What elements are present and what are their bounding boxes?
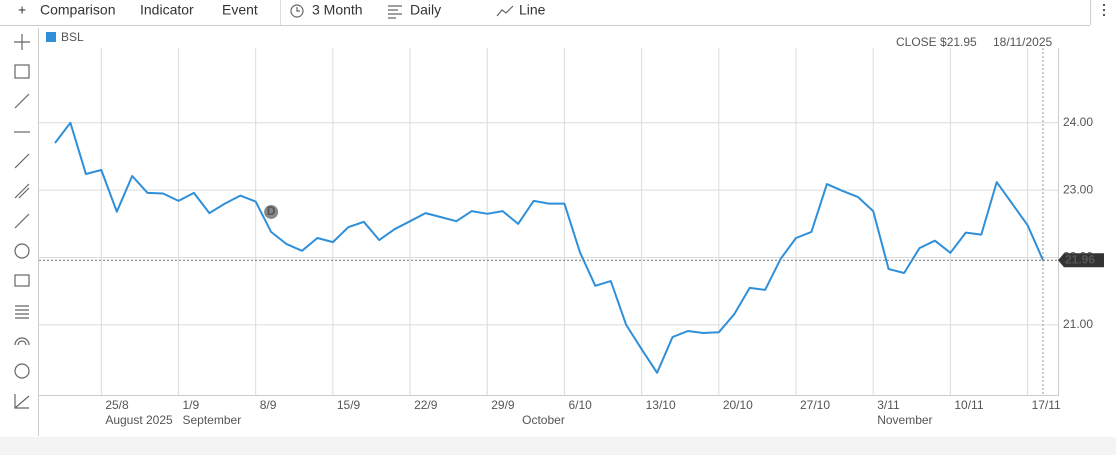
x-period-label: October: [522, 413, 565, 427]
x-tick-label: 20/10: [723, 398, 753, 412]
x-tick-label: 15/9: [337, 398, 361, 412]
x-period-label: November: [877, 413, 932, 427]
x-tick-label: 6/10: [568, 398, 592, 412]
x-tick-label: 17/11: [1032, 398, 1061, 412]
close-label: CLOSE $21.95: [896, 35, 977, 49]
event-marker[interactable]: [264, 204, 279, 219]
style-button[interactable]: Line: [519, 2, 546, 18]
arc-tool[interactable]: [14, 337, 30, 346]
y-tick-label: 21.00: [1063, 317, 1093, 331]
x-tick-label: 1/9: [183, 398, 200, 412]
comparison-button[interactable]: Comparison: [40, 2, 115, 18]
legend-swatch: [46, 32, 56, 42]
interval-icon: [388, 5, 402, 19]
x-tick-label: 8/9: [260, 398, 277, 412]
toolbar: + Comparison Indicator Event 3 Month Dai…: [18, 0, 1105, 25]
line-icon: [496, 5, 514, 17]
x-period-label: August 2025: [105, 413, 173, 427]
fib-tool[interactable]: [15, 305, 29, 319]
x-tick-label: 10/11: [954, 398, 983, 412]
text-tool[interactable]: [14, 64, 30, 79]
circle-tool[interactable]: [14, 243, 30, 259]
x-tick-label: 25/8: [105, 398, 129, 412]
period-button[interactable]: 3 Month: [312, 2, 363, 18]
rect-tool[interactable]: [14, 274, 30, 287]
crosshair-tool[interactable]: [14, 34, 30, 50]
clock-icon: [290, 4, 304, 18]
indicator-button[interactable]: Indicator: [140, 2, 194, 18]
x-period-label: September: [183, 413, 242, 427]
event-button[interactable]: Event: [222, 2, 258, 18]
legend-label[interactable]: BSL: [61, 30, 84, 44]
trendline-tool[interactable]: [14, 93, 30, 109]
gann-tool[interactable]: [14, 394, 30, 409]
channel-tool[interactable]: [14, 183, 30, 199]
x-tick-label: 29/9: [491, 398, 515, 412]
last-price-label: 21.96: [1065, 252, 1095, 266]
x-tick-label: 13/10: [646, 398, 676, 412]
y-tick-label: 23.00: [1063, 182, 1093, 196]
x-tick-label: 22/9: [414, 398, 438, 412]
clock-hand: [296, 7, 300, 12]
y-tick-label: 24.00: [1063, 115, 1093, 129]
footer-strip: [0, 437, 1116, 455]
event-marker-label: D: [267, 204, 276, 218]
interval-button[interactable]: Daily: [410, 2, 441, 18]
last-price-box: [1058, 253, 1104, 268]
drawing-tools: [14, 28, 39, 436]
plus-icon[interactable]: +: [18, 2, 26, 18]
price-line: [54, 121, 1044, 374]
spiral-tool[interactable]: [14, 363, 30, 379]
arrow-tool[interactable]: [14, 213, 30, 229]
date-label: 18/11/2025: [993, 35, 1052, 49]
ray-tool[interactable]: [14, 153, 30, 169]
x-tick-label: 27/10: [800, 398, 830, 412]
x-tick-label: 3/11: [877, 398, 900, 412]
